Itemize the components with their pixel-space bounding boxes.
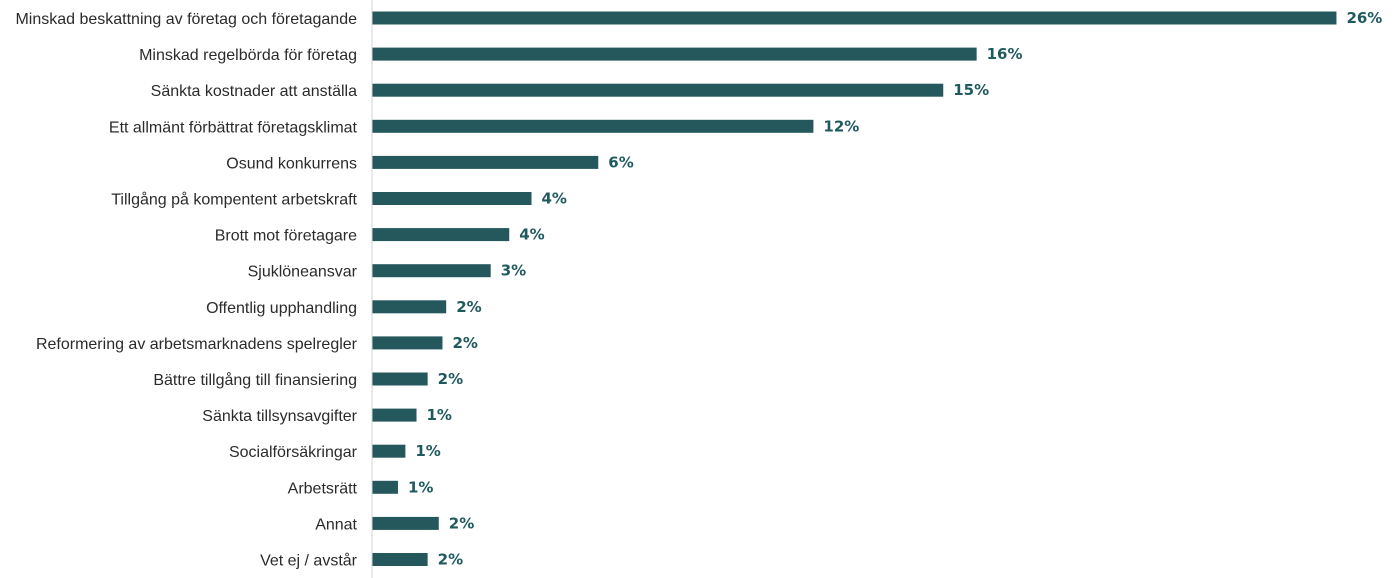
data-label: 12% xyxy=(823,117,859,135)
data-label: 1% xyxy=(408,478,433,496)
bars xyxy=(372,11,1337,566)
bar xyxy=(372,372,428,386)
bar xyxy=(372,516,439,530)
data-label: 1% xyxy=(415,442,440,460)
data-label: 6% xyxy=(608,153,633,171)
category-label: Vet ej / avstår xyxy=(260,552,358,570)
data-label: 26% xyxy=(1346,9,1382,27)
data-label: 2% xyxy=(452,334,477,352)
category-label: Offentlig upphandling xyxy=(206,300,357,317)
data-label: 2% xyxy=(438,370,463,388)
category-label: Minskad beskattning av företag och föret… xyxy=(15,11,357,28)
bar xyxy=(372,553,428,566)
category-label: Brott mot företagare xyxy=(215,228,357,245)
bar xyxy=(372,480,398,494)
bar xyxy=(372,11,1337,25)
bar xyxy=(372,119,814,133)
category-labels: Minskad beskattning av företag och föret… xyxy=(15,11,357,570)
category-label: Bättre tillgång till finansiering xyxy=(153,371,357,389)
bar xyxy=(372,264,491,278)
data-label: 16% xyxy=(987,45,1023,63)
category-label: Minskad regelbörda för företag xyxy=(139,47,357,64)
data-label: 2% xyxy=(449,514,474,532)
data-label: 1% xyxy=(427,406,452,424)
bar xyxy=(372,192,532,205)
category-label: Annat xyxy=(315,516,357,533)
category-label: Sjuklöneansvar xyxy=(248,264,358,281)
bar xyxy=(372,83,944,97)
category-label: Tillgång på kompentent arbetskraft xyxy=(111,191,357,209)
category-label: Socialförsäkringar xyxy=(229,444,358,461)
data-label: 2% xyxy=(438,551,463,569)
data-label: 4% xyxy=(542,190,567,208)
data-labels: 26% 16% 15% 12% 6% 4% 4% 3% 2% 2% 2% 1% 1% 1% 2% 2% xyxy=(408,9,1382,569)
bar xyxy=(372,336,443,350)
bar xyxy=(372,444,406,458)
data-label: 4% xyxy=(519,226,544,244)
data-label: 2% xyxy=(456,298,481,316)
category-label: Osund konkurrens xyxy=(226,155,357,172)
category-label: Ett allmänt förbättrat företagsklimat xyxy=(109,119,358,136)
bar xyxy=(372,47,977,61)
data-label: 3% xyxy=(501,262,526,280)
category-label: Sänkta tillsynsavgifter xyxy=(202,408,357,425)
bar xyxy=(372,300,447,314)
category-label: Sänkta kostnader att anställa xyxy=(151,83,357,100)
data-label: 15% xyxy=(953,81,989,99)
category-label: Arbetsrätt xyxy=(288,480,358,497)
bar xyxy=(372,228,510,242)
bar xyxy=(372,155,599,169)
category-label: Reformering av arbetsmarknadens spelregl… xyxy=(36,336,358,353)
bar xyxy=(372,408,417,422)
